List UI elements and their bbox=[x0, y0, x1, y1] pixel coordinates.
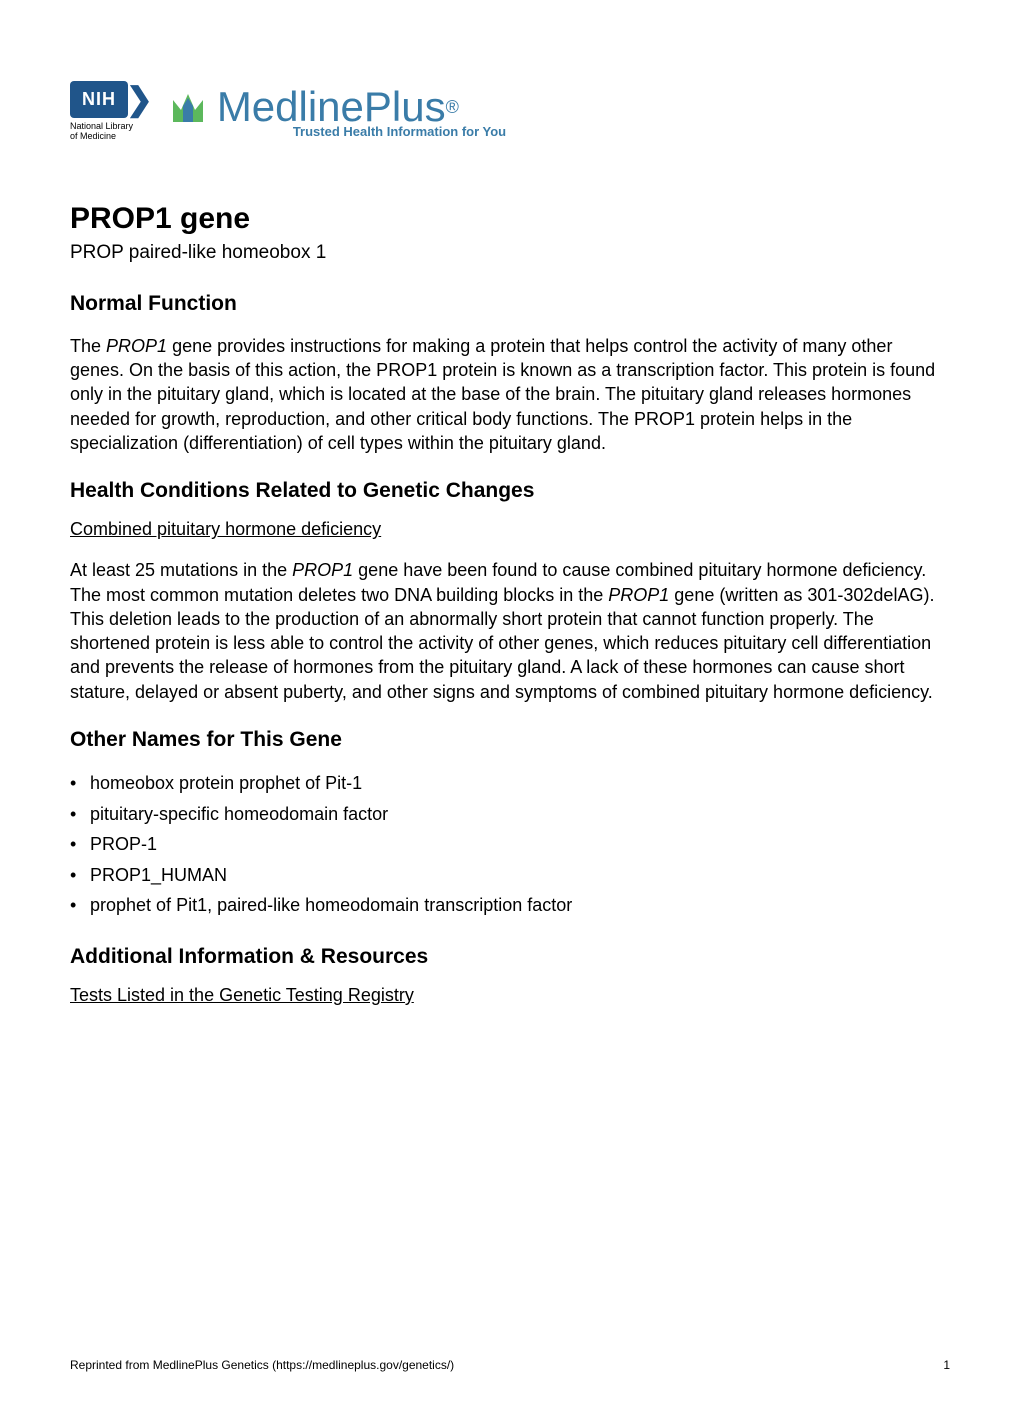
gtr-subheading: Tests Listed in the Genetic Testing Regi… bbox=[70, 985, 950, 1006]
registered-mark: ® bbox=[446, 97, 459, 118]
nlm-line2: of Medicine bbox=[70, 131, 116, 141]
hc-pre: At least 25 mutations in the bbox=[70, 560, 292, 580]
normal-function-heading: Normal Function bbox=[70, 292, 950, 316]
other-names-list: homeobox protein prophet of Pit-1 pituit… bbox=[70, 768, 950, 921]
medlineplus-icon bbox=[163, 82, 213, 132]
footer: Reprinted from MedlinePlus Genetics (htt… bbox=[70, 1358, 950, 1372]
list-item: PROP-1 bbox=[90, 829, 950, 860]
footer-source: Reprinted from MedlinePlus Genetics (htt… bbox=[70, 1358, 454, 1372]
page-number: 1 bbox=[943, 1358, 950, 1372]
list-item: pituitary-specific homeodomain factor bbox=[90, 799, 950, 830]
other-names-heading: Other Names for This Gene bbox=[70, 728, 950, 752]
nih-logo-column: NIH ❯ National Library of Medicine bbox=[70, 80, 163, 142]
page-container: NIH ❯ National Library of Medicine Medli… bbox=[0, 0, 1020, 1402]
gene-italic-3: PROP1 bbox=[608, 585, 669, 605]
cphd-subheading: Combined pituitary hormone deficiency bbox=[70, 519, 950, 540]
health-conditions-body: At least 25 mutations in the PROP1 gene … bbox=[70, 558, 950, 704]
list-item: homeobox protein prophet of Pit-1 bbox=[90, 768, 950, 799]
nih-box: NIH bbox=[70, 81, 128, 118]
list-item: PROP1_HUMAN bbox=[90, 860, 950, 891]
gene-italic-1: PROP1 bbox=[106, 336, 167, 356]
gene-italic-2: PROP1 bbox=[292, 560, 353, 580]
normal-function-body: The PROP1 gene provides instructions for… bbox=[70, 334, 950, 455]
additional-info-heading: Additional Information & Resources bbox=[70, 945, 950, 969]
gene-subtitle: PROP paired-like homeobox 1 bbox=[70, 242, 950, 264]
brand-tagline: Trusted Health Information for You bbox=[293, 124, 506, 139]
nf-post: gene provides instructions for making a … bbox=[70, 336, 935, 453]
nih-badge: NIH ❯ bbox=[70, 80, 153, 118]
gene-title: PROP1 gene bbox=[70, 202, 950, 236]
list-item: prophet of Pit1, paired-like homeodomain… bbox=[90, 890, 950, 921]
health-conditions-heading: Health Conditions Related to Genetic Cha… bbox=[70, 479, 950, 503]
nf-pre: The bbox=[70, 336, 106, 356]
chevron-right-icon: ❯ bbox=[126, 80, 153, 118]
medlineplus-logo: MedlinePlus ® Trusted Health Information… bbox=[163, 82, 506, 139]
nlm-text: National Library of Medicine bbox=[70, 122, 133, 142]
nlm-line1: National Library bbox=[70, 121, 133, 131]
logo-group: NIH ❯ National Library of Medicine Medli… bbox=[70, 80, 950, 142]
